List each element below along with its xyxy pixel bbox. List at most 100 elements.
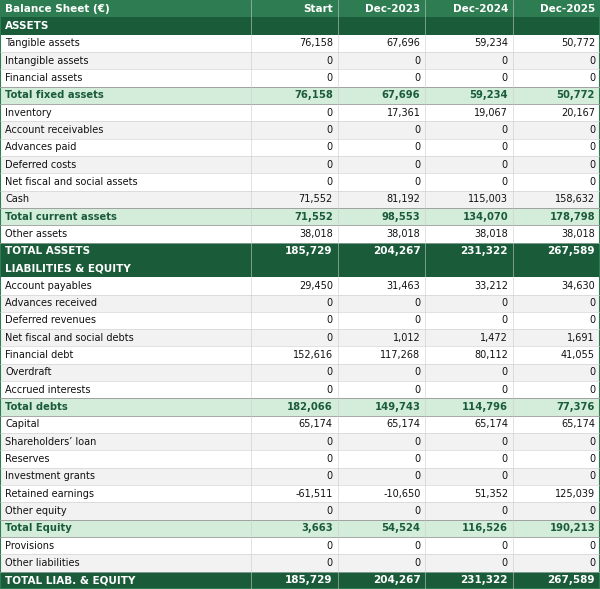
Text: 267,589: 267,589 <box>548 575 595 585</box>
Text: 0: 0 <box>589 471 595 481</box>
Text: 41,055: 41,055 <box>561 350 595 360</box>
Text: 0: 0 <box>502 73 508 83</box>
Text: 0: 0 <box>414 437 421 446</box>
Bar <box>0 138 600 156</box>
Bar <box>0 381 600 398</box>
Text: 59,234: 59,234 <box>469 90 508 100</box>
Text: 0: 0 <box>414 316 421 326</box>
Text: 0: 0 <box>589 385 595 395</box>
Bar <box>0 572 600 589</box>
Text: 152,616: 152,616 <box>293 350 333 360</box>
Bar <box>0 277 600 294</box>
Text: 0: 0 <box>414 160 421 170</box>
Bar <box>0 173 600 191</box>
Bar <box>0 346 600 364</box>
Text: 81,192: 81,192 <box>386 194 421 204</box>
Text: 38,018: 38,018 <box>561 229 595 239</box>
Text: 71,552: 71,552 <box>294 211 333 221</box>
Bar <box>0 398 600 416</box>
Bar <box>0 52 600 70</box>
Text: Other assets: Other assets <box>5 229 67 239</box>
Text: 115,003: 115,003 <box>468 194 508 204</box>
Text: 0: 0 <box>502 541 508 551</box>
Text: 116,526: 116,526 <box>462 524 508 534</box>
Text: 65,174: 65,174 <box>474 419 508 429</box>
Text: 0: 0 <box>502 454 508 464</box>
Text: 0: 0 <box>326 177 333 187</box>
Text: Inventory: Inventory <box>5 108 52 118</box>
Text: Shareholders’ loan: Shareholders’ loan <box>5 437 97 446</box>
Text: ASSETS: ASSETS <box>5 21 49 31</box>
Text: 38,018: 38,018 <box>386 229 421 239</box>
Text: 0: 0 <box>414 177 421 187</box>
Text: 0: 0 <box>589 160 595 170</box>
Text: 114,796: 114,796 <box>462 402 508 412</box>
Text: 117,268: 117,268 <box>380 350 421 360</box>
Text: TOTAL ASSETS: TOTAL ASSETS <box>5 246 90 256</box>
Text: 0: 0 <box>589 298 595 308</box>
Text: Dec-2025: Dec-2025 <box>540 4 595 14</box>
Text: Account payables: Account payables <box>5 281 92 291</box>
Text: 0: 0 <box>589 177 595 187</box>
Text: 0: 0 <box>326 160 333 170</box>
Text: 34,630: 34,630 <box>561 281 595 291</box>
Bar <box>0 156 600 173</box>
Text: Total debts: Total debts <box>5 402 68 412</box>
Text: 0: 0 <box>414 73 421 83</box>
Text: 50,772: 50,772 <box>557 90 595 100</box>
Text: 1,012: 1,012 <box>392 333 421 343</box>
Text: 0: 0 <box>326 385 333 395</box>
Text: 0: 0 <box>414 454 421 464</box>
Text: 0: 0 <box>589 316 595 326</box>
Text: 0: 0 <box>502 125 508 135</box>
Text: 0: 0 <box>589 368 595 378</box>
Text: Intangible assets: Intangible assets <box>5 55 89 65</box>
Text: 0: 0 <box>414 558 421 568</box>
Text: Account receivables: Account receivables <box>5 125 103 135</box>
Text: 204,267: 204,267 <box>373 246 421 256</box>
Bar <box>0 433 600 451</box>
Text: 0: 0 <box>589 506 595 516</box>
Bar <box>0 554 600 572</box>
Text: 0: 0 <box>414 298 421 308</box>
Text: 65,174: 65,174 <box>299 419 333 429</box>
Text: 76,158: 76,158 <box>294 90 333 100</box>
Text: 54,524: 54,524 <box>382 524 421 534</box>
Text: 0: 0 <box>414 506 421 516</box>
Text: 0: 0 <box>502 55 508 65</box>
Text: 0: 0 <box>502 298 508 308</box>
Bar <box>0 0 600 17</box>
Text: 80,112: 80,112 <box>474 350 508 360</box>
Text: 0: 0 <box>502 316 508 326</box>
Text: 38,018: 38,018 <box>299 229 333 239</box>
Bar <box>0 502 600 519</box>
Text: Total Equity: Total Equity <box>5 524 72 534</box>
Bar <box>0 191 600 208</box>
Text: 0: 0 <box>326 558 333 568</box>
Text: 71,552: 71,552 <box>299 194 333 204</box>
Bar <box>0 225 600 243</box>
Bar <box>0 537 600 554</box>
Text: 0: 0 <box>589 143 595 152</box>
Text: 185,729: 185,729 <box>286 575 333 585</box>
Text: Dec-2024: Dec-2024 <box>452 4 508 14</box>
Text: 0: 0 <box>414 385 421 395</box>
Text: 0: 0 <box>414 541 421 551</box>
Bar <box>0 121 600 138</box>
Text: Other equity: Other equity <box>5 506 67 516</box>
Bar <box>0 208 600 225</box>
Text: 0: 0 <box>414 55 421 65</box>
Text: 0: 0 <box>326 55 333 65</box>
Text: 1,691: 1,691 <box>568 333 595 343</box>
Text: 76,158: 76,158 <box>299 38 333 48</box>
Text: 0: 0 <box>414 143 421 152</box>
Text: 0: 0 <box>502 143 508 152</box>
Text: 20,167: 20,167 <box>561 108 595 118</box>
Text: 0: 0 <box>326 471 333 481</box>
Text: 0: 0 <box>589 558 595 568</box>
Text: 0: 0 <box>502 160 508 170</box>
Text: Advances paid: Advances paid <box>5 143 76 152</box>
Text: 67,696: 67,696 <box>386 38 421 48</box>
Text: 0: 0 <box>326 454 333 464</box>
Text: Total fixed assets: Total fixed assets <box>5 90 104 100</box>
